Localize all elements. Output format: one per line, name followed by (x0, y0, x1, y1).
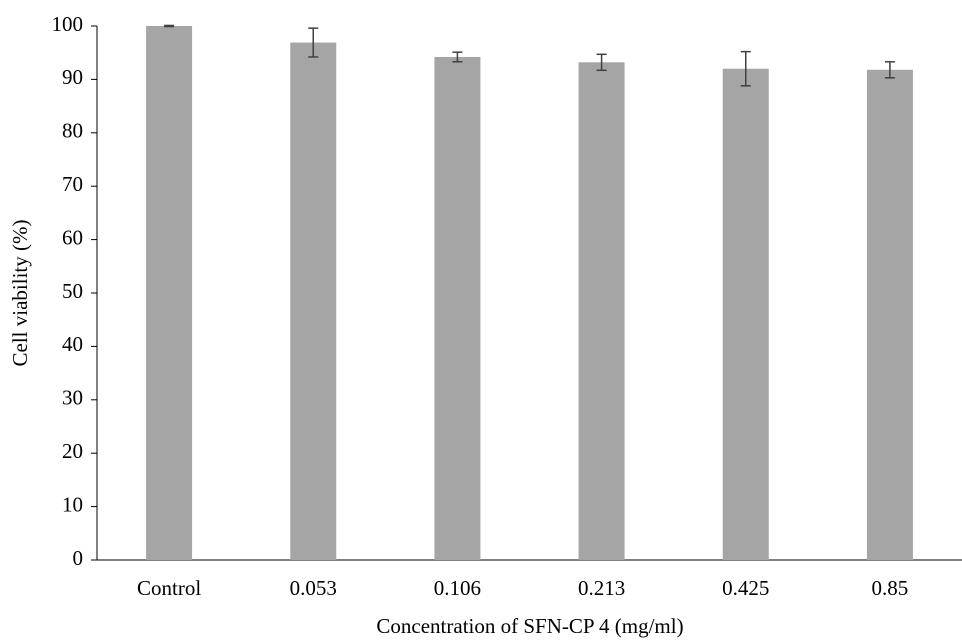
bar (434, 57, 480, 560)
bar (579, 62, 625, 560)
y-axis-label: Cell viability (%) (8, 220, 32, 367)
bar (290, 43, 336, 560)
y-tick-label: 80 (62, 119, 83, 143)
y-tick-label: 20 (62, 439, 83, 463)
y-tick-label: 0 (73, 546, 84, 570)
error-bar (164, 25, 174, 26)
x-tick-label: Control (137, 576, 201, 600)
y-tick-label: 50 (62, 279, 83, 303)
x-tick-label: 0.053 (290, 576, 337, 600)
y-tick-label: 70 (62, 172, 83, 196)
y-tick-label: 40 (62, 332, 83, 356)
x-tick-label: 0.106 (434, 576, 481, 600)
y-tick-label: 60 (62, 225, 83, 249)
x-axis-label: Concentration of SFN-CP 4 (mg/ml) (376, 614, 683, 638)
x-tick-label: 0.425 (722, 576, 769, 600)
bar (867, 70, 913, 560)
y-tick-label: 100 (52, 12, 84, 36)
bar (723, 69, 769, 560)
chart: Concentration of SFN-CP 4 (mg/ml) Cell v… (0, 0, 962, 641)
bar (146, 26, 192, 560)
y-tick-label: 30 (62, 386, 83, 410)
x-tick-label: 0.213 (578, 576, 625, 600)
y-tick-label: 90 (62, 65, 83, 89)
x-tick-label: 0.85 (872, 576, 909, 600)
y-tick-label: 10 (62, 492, 83, 516)
